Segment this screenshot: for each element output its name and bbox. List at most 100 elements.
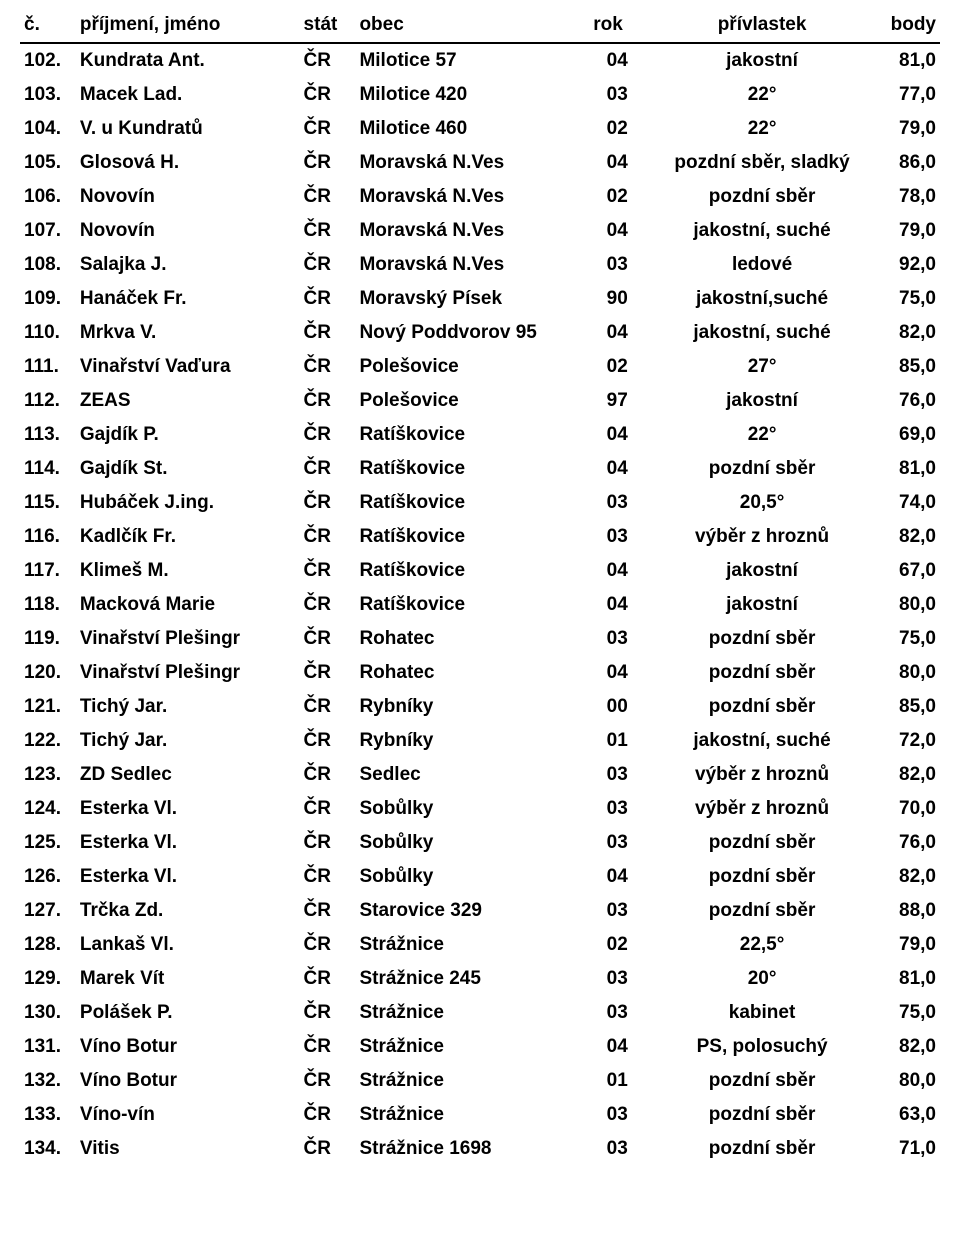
cell-name: Esterka Vl. — [76, 860, 300, 894]
cell-rok: 03 — [589, 962, 645, 996]
cell-stat: ČR — [300, 622, 356, 656]
cell-obec: Rohatec — [355, 622, 589, 656]
cell-priv: pozdní sběr — [645, 1132, 879, 1166]
cell-name: Novovín — [76, 180, 300, 214]
cell-name: Tichý Jar. — [76, 690, 300, 724]
cell-body: 80,0 — [879, 588, 940, 622]
table-row: 123.ZD SedlecČRSedlec03výběr z hroznů82,… — [20, 758, 940, 792]
cell-num: 102. — [20, 43, 76, 78]
cell-obec: Strážnice — [355, 1064, 589, 1098]
table-row: 109.Hanáček Fr.ČRMoravský Písek90jakostn… — [20, 282, 940, 316]
cell-stat: ČR — [300, 588, 356, 622]
cell-body: 85,0 — [879, 690, 940, 724]
cell-name: Mrkva V. — [76, 316, 300, 350]
cell-body: 82,0 — [879, 758, 940, 792]
cell-obec: Ratíškovice — [355, 418, 589, 452]
cell-rok: 00 — [589, 690, 645, 724]
cell-obec: Milotice 460 — [355, 112, 589, 146]
cell-obec: Rohatec — [355, 656, 589, 690]
header-obec: obec — [355, 10, 589, 43]
cell-name: Macková Marie — [76, 588, 300, 622]
cell-obec: Strážnice — [355, 1098, 589, 1132]
cell-obec: Moravská N.Ves — [355, 214, 589, 248]
cell-obec: Ratíškovice — [355, 554, 589, 588]
cell-body: 80,0 — [879, 1064, 940, 1098]
table-row: 124.Esterka Vl.ČRSobůlky03výběr z hroznů… — [20, 792, 940, 826]
table-row: 108.Salajka J.ČRMoravská N.Ves03ledové92… — [20, 248, 940, 282]
cell-rok: 03 — [589, 486, 645, 520]
cell-num: 119. — [20, 622, 76, 656]
table-row: 115.Hubáček J.ing.ČRRatíškovice0320,5°74… — [20, 486, 940, 520]
cell-body: 82,0 — [879, 1030, 940, 1064]
cell-num: 133. — [20, 1098, 76, 1132]
cell-stat: ČR — [300, 78, 356, 112]
cell-name: Hubáček J.ing. — [76, 486, 300, 520]
cell-priv: jakostní — [645, 384, 879, 418]
cell-num: 117. — [20, 554, 76, 588]
cell-name: Kadlčík Fr. — [76, 520, 300, 554]
cell-body: 82,0 — [879, 316, 940, 350]
cell-stat: ČR — [300, 384, 356, 418]
cell-obec: Strážnice 245 — [355, 962, 589, 996]
cell-rok: 02 — [589, 928, 645, 962]
cell-stat: ČR — [300, 316, 356, 350]
cell-num: 128. — [20, 928, 76, 962]
cell-body: 81,0 — [879, 962, 940, 996]
table-row: 110.Mrkva V.ČRNový Poddvorov 9504jakostn… — [20, 316, 940, 350]
table-row: 125.Esterka Vl.ČRSobůlky03pozdní sběr76,… — [20, 826, 940, 860]
cell-rok: 02 — [589, 350, 645, 384]
cell-obec: Ratíškovice — [355, 486, 589, 520]
cell-stat: ČR — [300, 894, 356, 928]
table-row: 104.V. u KundratůČRMilotice 4600222°79,0 — [20, 112, 940, 146]
cell-stat: ČR — [300, 1132, 356, 1166]
cell-name: Vitis — [76, 1132, 300, 1166]
cell-rok: 04 — [589, 146, 645, 180]
cell-stat: ČR — [300, 146, 356, 180]
cell-body: 79,0 — [879, 928, 940, 962]
cell-name: Vinařství Plešingr — [76, 656, 300, 690]
cell-stat: ČR — [300, 656, 356, 690]
table-row: 113.Gajdík P.ČRRatíškovice0422°69,0 — [20, 418, 940, 452]
cell-rok: 04 — [589, 656, 645, 690]
cell-rok: 02 — [589, 112, 645, 146]
cell-rok: 04 — [589, 554, 645, 588]
cell-rok: 04 — [589, 43, 645, 78]
cell-priv: výběr z hroznů — [645, 758, 879, 792]
table-row: 111.Vinařství VaďuraČRPolešovice0227°85,… — [20, 350, 940, 384]
cell-stat: ČR — [300, 1030, 356, 1064]
cell-name: Glosová H. — [76, 146, 300, 180]
cell-priv: PS, polosuchý — [645, 1030, 879, 1064]
cell-stat: ČR — [300, 486, 356, 520]
cell-obec: Rybníky — [355, 724, 589, 758]
cell-name: Polášek P. — [76, 996, 300, 1030]
cell-obec: Milotice 57 — [355, 43, 589, 78]
cell-stat: ČR — [300, 1098, 356, 1132]
cell-rok: 01 — [589, 724, 645, 758]
cell-num: 113. — [20, 418, 76, 452]
table-row: 118.Macková MarieČRRatíškovice04jakostní… — [20, 588, 940, 622]
cell-num: 110. — [20, 316, 76, 350]
cell-name: Víno Botur — [76, 1064, 300, 1098]
cell-body: 88,0 — [879, 894, 940, 928]
cell-obec: Sobůlky — [355, 826, 589, 860]
cell-priv: pozdní sběr — [645, 690, 879, 724]
cell-name: Lankaš Vl. — [76, 928, 300, 962]
cell-rok: 04 — [589, 418, 645, 452]
header-rok: rok — [589, 10, 645, 43]
cell-stat: ČR — [300, 282, 356, 316]
table-row: 134.VitisČRStrážnice 169803pozdní sběr71… — [20, 1132, 940, 1166]
cell-priv: 22° — [645, 418, 879, 452]
cell-rok: 03 — [589, 826, 645, 860]
cell-name: Macek Lad. — [76, 78, 300, 112]
cell-priv: jakostní, suché — [645, 724, 879, 758]
cell-rok: 03 — [589, 78, 645, 112]
cell-rok: 04 — [589, 452, 645, 486]
cell-body: 82,0 — [879, 520, 940, 554]
cell-priv: pozdní sběr — [645, 860, 879, 894]
cell-rok: 03 — [589, 1132, 645, 1166]
table-row: 107.NovovínČRMoravská N.Ves04jakostní, s… — [20, 214, 940, 248]
cell-body: 78,0 — [879, 180, 940, 214]
cell-body: 92,0 — [879, 248, 940, 282]
cell-obec: Strážnice — [355, 1030, 589, 1064]
cell-rok: 03 — [589, 996, 645, 1030]
